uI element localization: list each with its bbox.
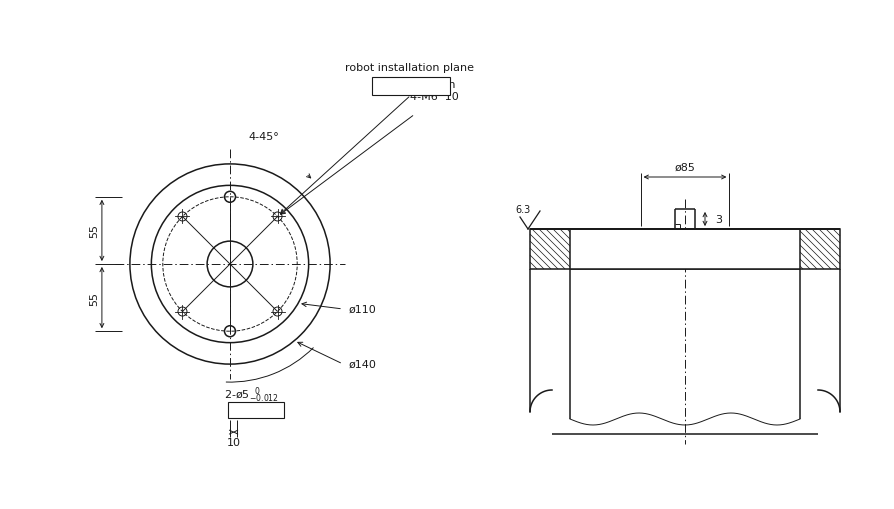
Text: ▱: ▱ [383, 80, 392, 93]
Text: ø85: ø85 [674, 163, 695, 173]
Text: 6.3: 6.3 [515, 205, 530, 215]
Bar [228, 402, 283, 418]
Text: ⊕: ⊕ [233, 404, 244, 417]
Text: 55: 55 [89, 291, 99, 305]
Text: 2-ø5$^{\ \ 0}_{-0.012}$: 2-ø5$^{\ \ 0}_{-0.012}$ [224, 384, 279, 404]
Text: 4-M6  10: 4-M6 10 [409, 92, 459, 102]
Text: 10: 10 [226, 437, 240, 447]
Text: ø110: ø110 [349, 304, 376, 315]
Text: 55: 55 [89, 224, 99, 238]
Bar [569, 230, 799, 269]
Text: 4-45°: 4-45° [248, 132, 278, 142]
Text: 3: 3 [714, 215, 721, 224]
Text: 0.05: 0.05 [414, 82, 438, 92]
Text: depth: depth [423, 80, 455, 90]
Bar [529, 230, 839, 269]
Text: ø140: ø140 [349, 359, 376, 369]
Text: robot installation plane: robot installation plane [345, 63, 474, 73]
Bar [372, 78, 450, 96]
Text: ø0.1: ø0.1 [254, 405, 278, 415]
